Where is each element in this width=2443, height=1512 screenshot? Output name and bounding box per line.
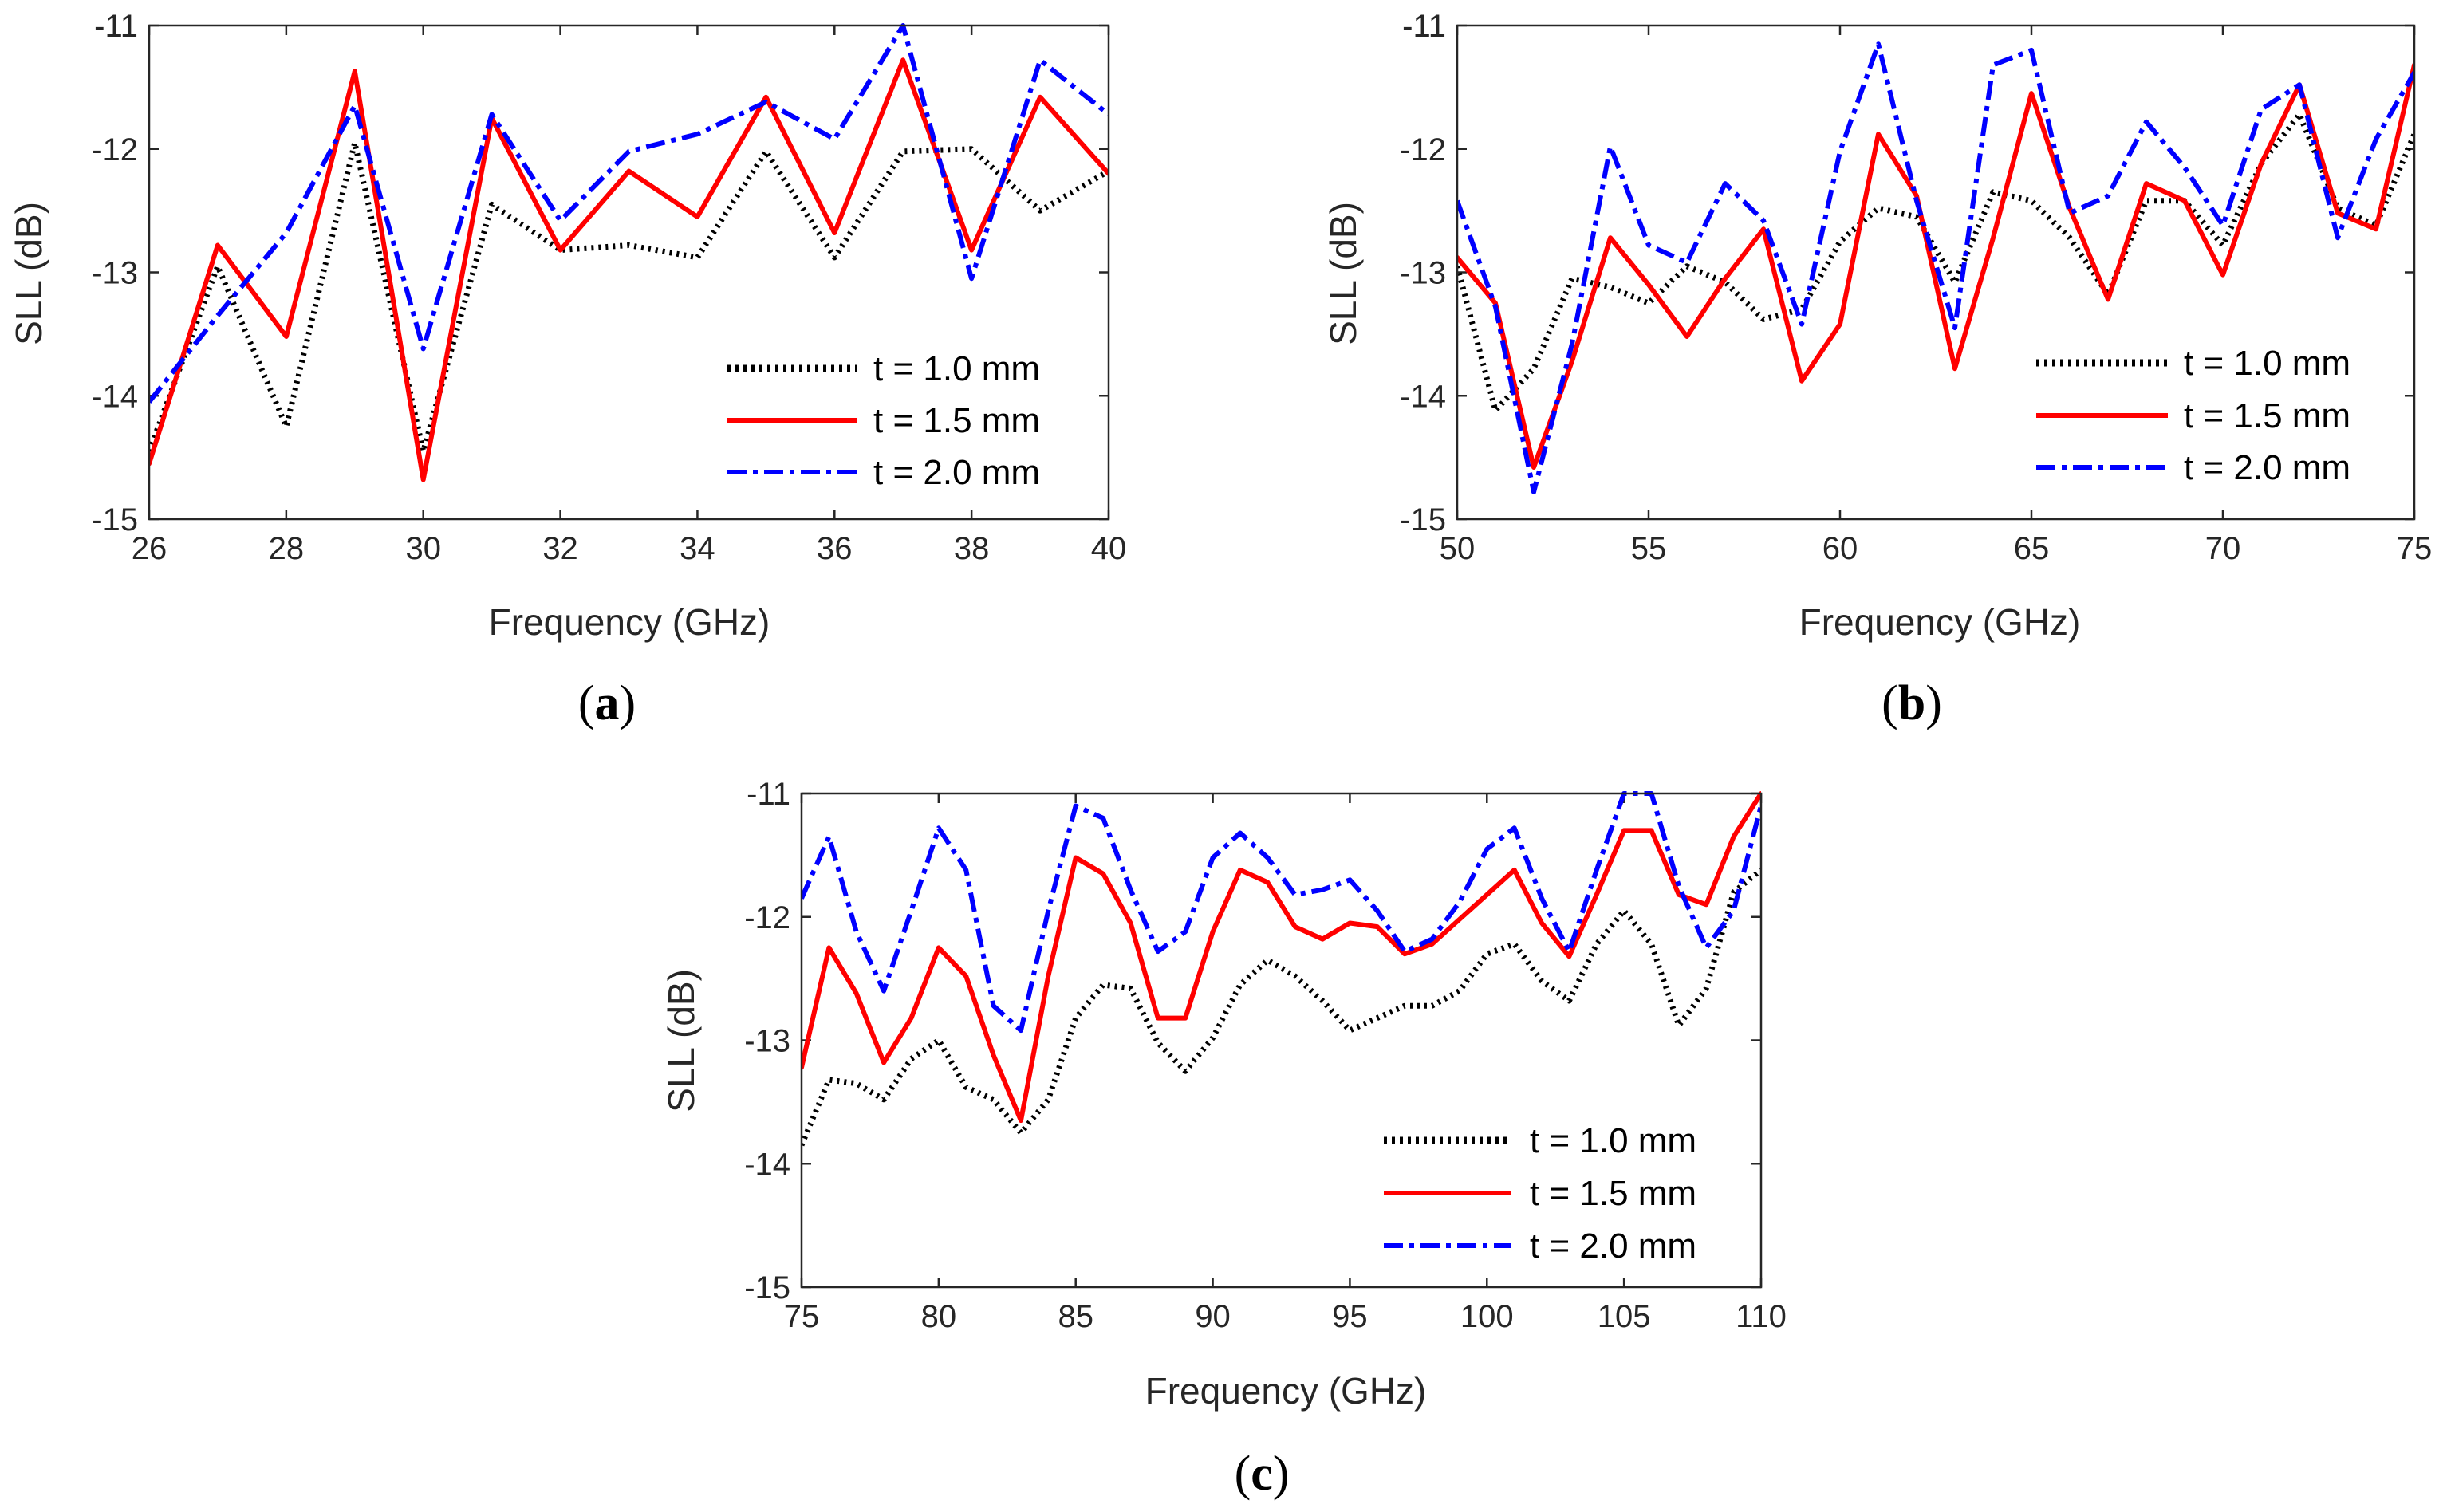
- panel-label-a: (a): [578, 676, 636, 730]
- x-tick-label: 75: [2397, 531, 2433, 566]
- legend-label-2-0mm: t = 2.0 mm: [1530, 1227, 1696, 1266]
- y-tick-label: -15: [744, 1270, 790, 1305]
- legend-label-2-0mm: t = 2.0 mm: [873, 453, 1040, 492]
- x-tick-label: 60: [1822, 531, 1858, 566]
- y-tick-label: -14: [92, 379, 138, 414]
- panel-label-b: (b): [1882, 676, 1942, 730]
- axis-frame: [1456, 24, 2416, 521]
- x-tick-label: 32: [542, 531, 578, 566]
- series-line-t-1-0-mm: [149, 140, 1109, 455]
- series-line-t-2-0-mm: [802, 791, 1761, 1034]
- y-tick-label: -14: [744, 1147, 790, 1182]
- panel-label-c: (c): [1235, 1447, 1290, 1501]
- x-tick-label: 30: [405, 531, 441, 566]
- x-tick-label: 85: [1058, 1299, 1093, 1334]
- plot-area-c: 75 80 85 90 95 100 105 110 -15 -14 -13 -12 -11: [744, 777, 1787, 1334]
- chart-panel-b: 50 55 60 65 70 75 -15 -14 -13 -12 -11 t = 1.0 mm t…: [1322, 9, 2432, 730]
- chart-panel-a: 26 28 30 32 34 36 38 40 -15 -14 -13 -12 -11 t = 1.0 …: [8, 9, 1126, 730]
- x-tick-label: 95: [1332, 1299, 1368, 1334]
- y-tick-label: -11: [747, 777, 790, 812]
- legend-label-1-0mm: t = 1.0 mm: [2184, 344, 2350, 383]
- x-tick-label: 80: [921, 1299, 957, 1334]
- y-tick-label: -11: [1402, 9, 1446, 44]
- legend-label-2-0mm: t = 2.0 mm: [2184, 448, 2350, 487]
- y-tick-label: -15: [92, 502, 138, 537]
- series-line-t-2-0-mm: [149, 23, 1109, 404]
- panel-letter-c: c: [1251, 1447, 1273, 1501]
- y-axis-label-c: SLL (dB): [660, 969, 702, 1112]
- y-tick-label: -13: [744, 1024, 790, 1059]
- x-tick-label: 75: [784, 1299, 820, 1334]
- x-tick-label: 40: [1091, 531, 1127, 566]
- y-tick-label: -12: [744, 900, 790, 935]
- axis-frame: [800, 792, 1763, 1289]
- panel-letter-a: a: [595, 676, 620, 730]
- x-tick-label: 70: [2205, 531, 2241, 566]
- series-line-t-1-0-mm: [802, 868, 1761, 1147]
- x-tick-label: 90: [1195, 1299, 1231, 1334]
- legend-label-1-0mm: t = 1.0 mm: [1530, 1121, 1696, 1160]
- y-axis-label-b: SLL (dB): [1322, 202, 1364, 345]
- x-tick-label: 38: [954, 531, 990, 566]
- x-tick-label: 34: [680, 531, 715, 566]
- legend-c: t = 1.0 mm t = 1.5 mm t = 2.0 mm: [1384, 1121, 1696, 1266]
- legend-a: t = 1.0 mm t = 1.5 mm t = 2.0 mm: [727, 349, 1040, 492]
- legend-label-1-5mm: t = 1.5 mm: [2184, 396, 2350, 435]
- y-tick-label: -13: [1400, 256, 1446, 291]
- x-tick-label: 110: [1736, 1299, 1787, 1334]
- legend-label-1-0mm: t = 1.0 mm: [873, 349, 1040, 388]
- series-line-t-2-0-mm: [1457, 41, 2414, 494]
- y-tick-label: -15: [1400, 502, 1446, 537]
- x-axis-label-c: Frequency (GHz): [1145, 1370, 1427, 1412]
- y-tick-label: -11: [94, 9, 138, 44]
- y-tick-label: -14: [1400, 379, 1446, 414]
- x-tick-label: 50: [1440, 531, 1476, 566]
- legend-label-1-5mm: t = 1.5 mm: [873, 401, 1040, 440]
- y-tick-label: -13: [92, 256, 138, 291]
- y-axis-label-a: SLL (dB): [8, 202, 49, 345]
- series-line-t-1-5-mm: [802, 791, 1761, 1124]
- x-tick-label: 55: [1631, 531, 1667, 566]
- x-tick-label: 28: [269, 531, 305, 566]
- plot-area-b: 50 55 60 65 70 75 -15 -14 -13 -12 -11: [1400, 9, 2432, 566]
- y-tick-label: -12: [92, 132, 138, 167]
- x-tick-label: 36: [817, 531, 853, 566]
- y-tick-label: -12: [1400, 132, 1446, 167]
- x-tick-label: 26: [132, 531, 167, 566]
- x-tick-label: 65: [2014, 531, 2050, 566]
- chart-panel-c: 75 80 85 90 95 100 105 110 -15 -14 -13 -12 -11 t = 1…: [660, 777, 1787, 1501]
- x-tick-label: 100: [1460, 1299, 1514, 1334]
- panel-letter-b: b: [1898, 676, 1925, 730]
- x-axis-label-a: Frequency (GHz): [489, 601, 770, 643]
- plot-area-a: 26 28 30 32 34 36 38 40 -15 -14 -13 -12 -11: [92, 9, 1126, 566]
- series-line-t-1-5-mm: [1457, 62, 2414, 470]
- x-axis-label-b: Frequency (GHz): [1799, 601, 2081, 643]
- legend-label-1-5mm: t = 1.5 mm: [1530, 1174, 1696, 1213]
- x-tick-label: 105: [1598, 1299, 1651, 1334]
- axis-frame: [148, 24, 1110, 521]
- legend-b: t = 1.0 mm t = 1.5 mm t = 2.0 mm: [2036, 344, 2350, 487]
